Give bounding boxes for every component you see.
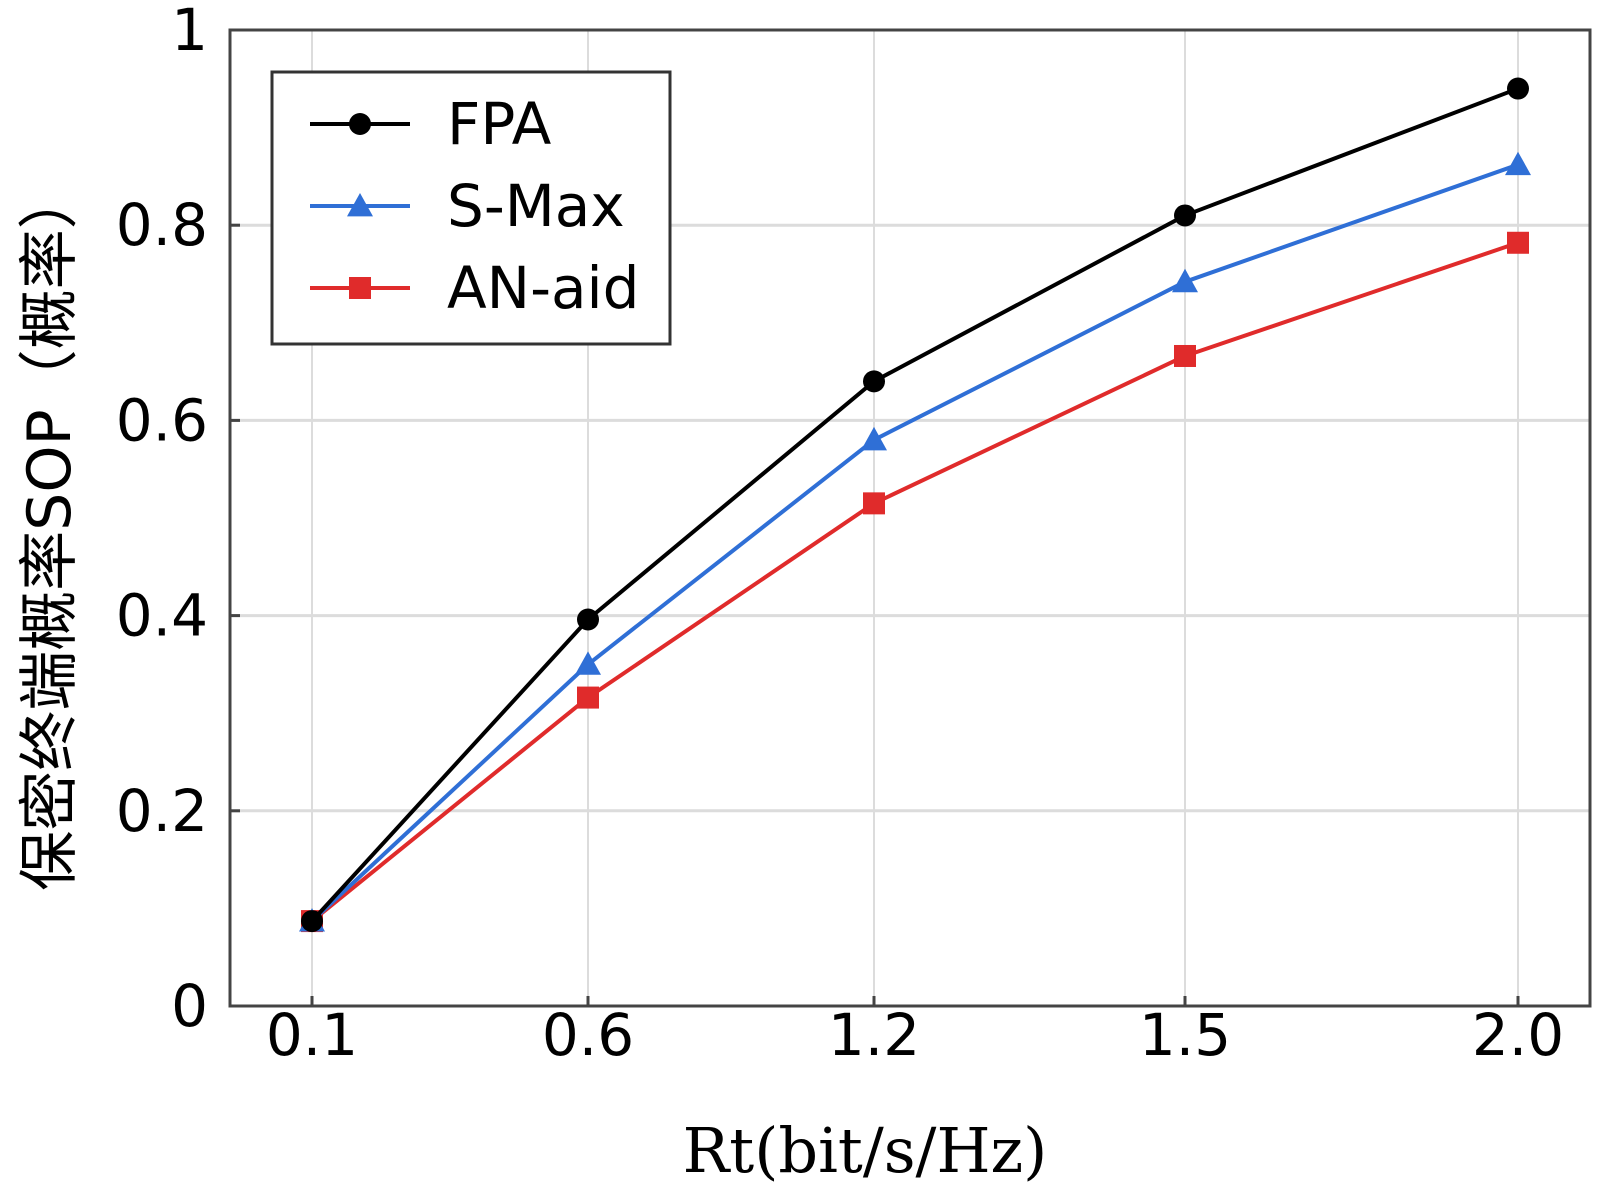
legend-item: AN-aid: [310, 254, 639, 322]
x-tick-labels: 0.1 0.6 1.2 1.5 2.0: [266, 996, 1564, 1069]
legend: FPA S-Max AN-aid: [270, 70, 672, 346]
legend-label: S-Max: [447, 172, 625, 240]
data-point: [1172, 268, 1198, 293]
series-fpa: [301, 77, 1529, 933]
data-point: [301, 910, 323, 933]
data-point: [575, 651, 601, 675]
plot-area: [228, 28, 1592, 1008]
y-tick-label: 0.6: [116, 386, 208, 454]
x-tick-label: 2.0: [1472, 1001, 1564, 1069]
data-point: [1174, 344, 1196, 367]
y-tick-label: 0: [171, 972, 208, 1040]
legend-marker: [347, 193, 373, 217]
data-point: [1505, 151, 1531, 176]
series-layer: [299, 77, 1531, 933]
legend-item: S-Max: [310, 172, 625, 240]
x-tick-label: 0.1: [266, 1001, 358, 1069]
legend-item: FPA: [310, 90, 552, 158]
data-point: [1507, 77, 1529, 100]
data-point: [577, 686, 599, 709]
y-axis-label: 保密终端概率SOP（概率）: [15, 169, 85, 891]
data-point: [1174, 204, 1196, 227]
legend-label: FPA: [447, 90, 552, 158]
x-tick-label: 1.5: [1139, 1001, 1231, 1069]
data-point: [1507, 231, 1529, 254]
legend-marker: [349, 277, 371, 299]
legend-label: AN-aid: [447, 254, 639, 322]
legend-marker: [349, 113, 371, 135]
y-tick-label: 1: [171, 0, 208, 64]
data-point: [863, 492, 885, 515]
y-tick-label: 0.8: [116, 191, 208, 259]
x-axis-label: Rt(bit/s/Hz): [683, 1114, 1048, 1185]
x-tick-label: 0.6: [542, 1001, 634, 1069]
data-point: [863, 370, 885, 393]
data-point: [861, 426, 887, 451]
x-tick-label: 1.2: [828, 1001, 920, 1069]
y-tick-label: 0.2: [116, 777, 208, 845]
y-tick-labels: 0 0.2 0.4 0.6 0.8 1: [116, 0, 240, 1040]
data-point: [577, 608, 599, 631]
y-tick-label: 0.4: [116, 582, 208, 650]
